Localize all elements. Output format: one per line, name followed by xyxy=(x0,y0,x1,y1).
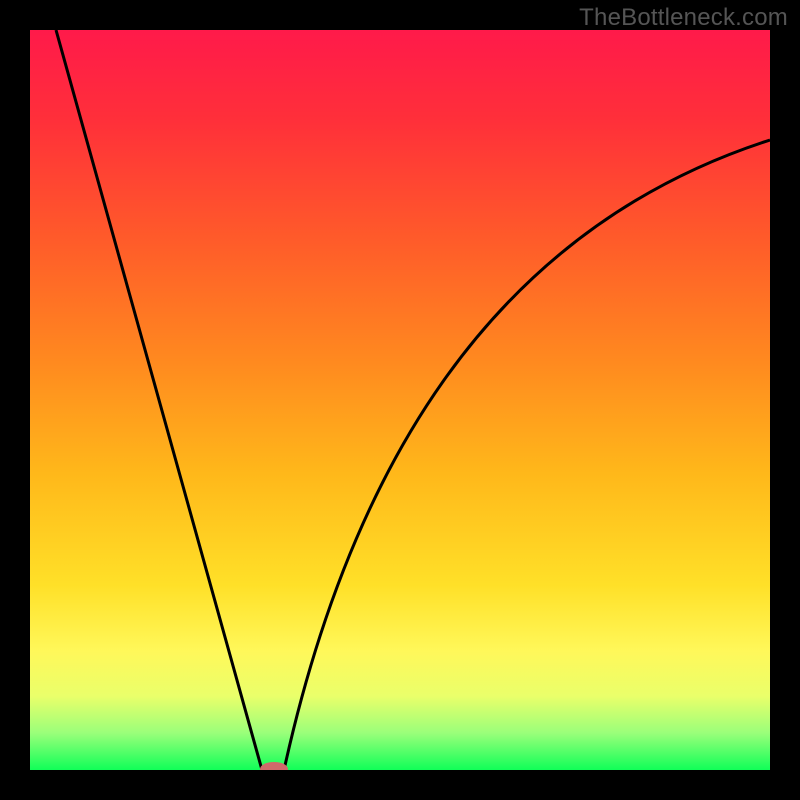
watermark-text: TheBottleneck.com xyxy=(579,4,788,32)
plot-background xyxy=(30,30,770,770)
bottleneck-chart xyxy=(0,0,800,800)
chart-container: TheBottleneck.com xyxy=(0,0,800,800)
